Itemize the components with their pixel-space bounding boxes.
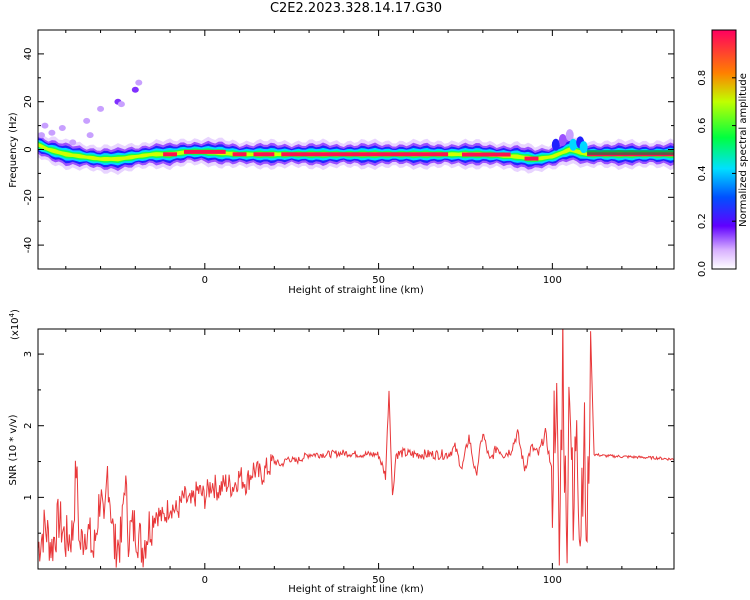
heat-blob [41, 122, 49, 129]
top-y-tick-label: 40 [23, 48, 34, 61]
heat-blob [86, 132, 94, 139]
bottom-y-tick-label: 2 [23, 423, 34, 429]
bottom-y-tick-label: 1 [23, 494, 34, 500]
top-axis-ticks: 0 50 100 40 20 0 -20 -40 [23, 29, 674, 286]
heat-blob [135, 79, 143, 86]
heat-band-yellow [38, 142, 674, 162]
top-y-tick-label: -40 [23, 237, 34, 253]
spectrogram-panel: 0 50 100 40 20 0 -20 -40 Height of straight lin… [8, 29, 675, 296]
top-x-tick-label: 50 [372, 275, 385, 286]
colorbar-tick-label: 0.2 [697, 213, 708, 229]
heat-tail-edge [587, 149, 674, 155]
page-title: C2E2.2023.328.14.17.G30 [269, 1, 443, 16]
colorbar: 0.0 0.2 0.4 0.6 0.8 Normalized spectral ampl… [697, 29, 749, 277]
heat-core-segment [163, 152, 178, 157]
heat-blob [97, 105, 105, 112]
heat-blob [48, 129, 56, 136]
heat-turbulence-blob [579, 141, 588, 154]
bottom-x-axis-title: Height of straight line (km) [288, 584, 424, 595]
heat-blob [131, 86, 139, 93]
heat-core-segment [183, 149, 226, 154]
top-y-tick-label: -20 [23, 189, 34, 205]
heat-core-segment [462, 152, 511, 157]
colorbar-gradient [711, 29, 737, 270]
bottom-x-tick-label: 100 [543, 575, 562, 586]
colorbar-tick-label: 0.0 [697, 261, 708, 277]
heat-blob [117, 101, 125, 108]
colorbar-tick-label: 0.4 [697, 165, 708, 181]
top-y-tick-label: 0 [23, 146, 34, 152]
heat-turbulence-blob [569, 138, 578, 151]
heat-blob [38, 132, 45, 139]
heat-core-segment [281, 152, 449, 157]
spectrogram-heatmap [38, 79, 674, 176]
top-y-tick-label: 20 [23, 95, 34, 108]
top-x-axis-title: Height of straight line (km) [288, 285, 424, 296]
heat-core-segment [232, 152, 247, 157]
heat-core-segment [253, 152, 275, 157]
bottom-axis-ticks: 0 50 100 1 2 3 [23, 329, 674, 586]
colorbar-ticks: 0.0 0.2 0.4 0.6 0.8 [697, 70, 736, 277]
colorbar-label: Normalized spectral amplitude [738, 73, 749, 227]
colorbar-tick-label: 0.8 [697, 70, 708, 86]
top-y-axis-title: Frequency (Hz) [8, 112, 19, 188]
y-multiplier-label: (x104) [8, 309, 21, 340]
heat-blob [83, 117, 91, 124]
top-x-tick-label: 100 [543, 275, 562, 286]
colorbar-tick-label: 0.6 [697, 118, 708, 134]
bottom-y-tick-label: 3 [23, 351, 34, 357]
heat-blob [58, 124, 66, 131]
bottom-y-axis-title: SNR (10 * v/v) [8, 414, 19, 485]
heat-turbulence-blob [558, 133, 567, 146]
heat-turbulence-blob [551, 138, 560, 151]
bottom-x-tick-label: 0 [202, 575, 208, 586]
heat-turbulence-blob [565, 129, 574, 142]
y-multiplier-base: (x10 [10, 317, 21, 340]
heat-blob [69, 139, 77, 146]
bottom-plot-frame [37, 328, 675, 570]
snr-series-line [38, 329, 674, 568]
bottom-x-tick-label: 50 [372, 575, 385, 586]
y-multiplier-exponent: 4 [8, 312, 16, 317]
heat-core-segment [524, 156, 539, 161]
top-x-tick-label: 0 [202, 275, 208, 286]
snr-panel: 0 50 100 1 2 3 Height of straight line (km) S… [8, 309, 675, 595]
